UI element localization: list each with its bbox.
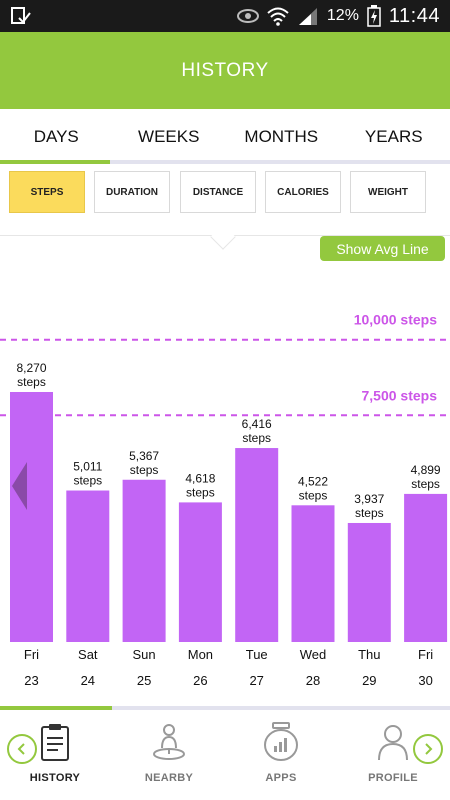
bar-value-label-1: 5,011 xyxy=(73,460,102,474)
tab-weeks[interactable]: WEEKS xyxy=(138,126,200,146)
nav-apps-label: APPS xyxy=(265,772,297,784)
bar-value-label-6: 3,937 xyxy=(354,492,384,506)
nav-prev-button[interactable] xyxy=(7,734,37,764)
bar-value-label-0: 8,270 xyxy=(16,361,46,375)
tab-days[interactable]: DAYS xyxy=(33,126,79,146)
metric-filter-row: STEPS DURATION DISTANCE CALORIES WEIGHT xyxy=(0,164,450,236)
bar-value-label-3: 4,618 xyxy=(185,471,215,485)
x-tick-day-3: Mon xyxy=(188,647,213,662)
x-tick-date-3: 26 xyxy=(193,673,207,688)
bottom-navigation: HISTORY NEARBY APPS PROFILE xyxy=(0,710,450,800)
app-header: HISTORY xyxy=(0,32,450,109)
x-tick-date-0: 23 xyxy=(24,673,38,688)
metric-calories-button[interactable]: CALORIES xyxy=(265,171,341,213)
nav-next-button[interactable] xyxy=(413,734,443,764)
metric-distance-button[interactable]: DISTANCE xyxy=(180,171,256,213)
bar-unit-label-2: steps xyxy=(130,463,159,477)
metric-duration-button[interactable]: DURATION xyxy=(94,171,170,213)
x-tick-date-5: 28 xyxy=(306,673,320,688)
x-tick-day-2: Sun xyxy=(133,647,156,662)
metric-steps-button[interactable]: STEPS xyxy=(9,171,85,213)
chart-bar-4 xyxy=(235,448,279,642)
x-tick-date-4: 27 xyxy=(249,673,263,688)
x-tick-date-2: 25 xyxy=(137,673,151,688)
chart-bar-7 xyxy=(404,493,448,642)
period-tabs: DAYS WEEKS MONTHS YEARS xyxy=(0,109,450,164)
goal-line-label-0: 10,000 steps xyxy=(354,312,437,328)
chart-bar-6 xyxy=(347,522,391,642)
nav-apps[interactable]: APPS xyxy=(236,710,326,800)
nav-profile-label: PROFILE xyxy=(368,772,418,784)
steps-chart: 10,000 steps 7,500 steps 8,270 steps Fri 23 5,… xyxy=(0,262,450,702)
person-pin-icon xyxy=(153,724,185,760)
signal-icon xyxy=(298,8,317,25)
bar-value-label-2: 5,367 xyxy=(129,449,159,463)
nav-nearby-label: NEARBY xyxy=(144,772,194,784)
bar-unit-label-1: steps xyxy=(73,474,102,488)
x-tick-day-4: Tue xyxy=(246,647,268,662)
apps-jar-icon xyxy=(264,722,298,761)
person-icon xyxy=(378,725,408,761)
bar-value-label-5: 4,522 xyxy=(298,474,328,488)
scroll-left-arrow-icon[interactable] xyxy=(12,462,27,510)
nav-history-label: HISTORY xyxy=(29,772,81,784)
tab-indicator-track xyxy=(0,160,450,164)
status-bar: 12% 11:44 xyxy=(0,0,450,32)
bar-value-label-4: 6,416 xyxy=(242,417,272,431)
bar-unit-label-5: steps xyxy=(299,488,328,502)
chart-bar-5 xyxy=(291,505,335,642)
wifi-icon xyxy=(267,7,289,26)
page-indicator-track xyxy=(0,706,450,710)
chevron-right-icon xyxy=(425,743,433,755)
bar-unit-label-6: steps xyxy=(355,506,384,520)
bar-unit-label-4: steps xyxy=(242,431,271,445)
nav-profile[interactable]: PROFILE xyxy=(348,710,438,800)
chart-bar-3 xyxy=(178,502,222,642)
tab-years[interactable]: YEARS xyxy=(364,126,423,146)
x-tick-date-6: 29 xyxy=(362,673,376,688)
chart-bar-1 xyxy=(66,490,110,642)
clipboard-icon xyxy=(41,724,69,761)
chart-bar-0 xyxy=(10,391,53,642)
tab-indicator-active xyxy=(0,160,110,164)
chevron-left-icon xyxy=(17,743,25,755)
x-tick-date-1: 24 xyxy=(81,673,95,688)
bar-value-label-7: 4,899 xyxy=(411,463,441,477)
clock-time: 11:44 xyxy=(388,4,440,27)
eye-icon xyxy=(236,9,259,23)
metric-weight-button[interactable]: WEIGHT xyxy=(350,171,426,213)
bar-unit-label-7: steps xyxy=(411,477,440,491)
nav-history[interactable]: HISTORY xyxy=(10,710,100,800)
x-tick-day-6: Thu xyxy=(358,647,380,662)
battery-charging-icon xyxy=(367,5,381,27)
page-indicator-active xyxy=(0,706,112,710)
tab-months[interactable]: MONTHS xyxy=(244,126,319,146)
bar-unit-label-0: steps xyxy=(17,375,46,389)
page-title: HISTORY xyxy=(181,59,269,81)
x-tick-date-7: 30 xyxy=(418,673,432,688)
x-tick-day-1: Sat xyxy=(78,647,98,662)
chart-bar-2 xyxy=(122,479,166,642)
x-tick-day-5: Wed xyxy=(300,647,327,662)
battery-percent: 12% xyxy=(326,7,359,24)
bar-unit-label-3: steps xyxy=(186,485,215,499)
x-tick-day-0: Fri xyxy=(24,647,39,662)
x-tick-day-7: Fri xyxy=(418,647,433,662)
show-avg-line-button[interactable]: Show Avg Line xyxy=(320,236,445,261)
goal-line-label-1: 7,500 steps xyxy=(362,387,438,403)
download-complete-icon xyxy=(11,7,31,24)
nav-nearby[interactable]: NEARBY xyxy=(124,710,214,800)
